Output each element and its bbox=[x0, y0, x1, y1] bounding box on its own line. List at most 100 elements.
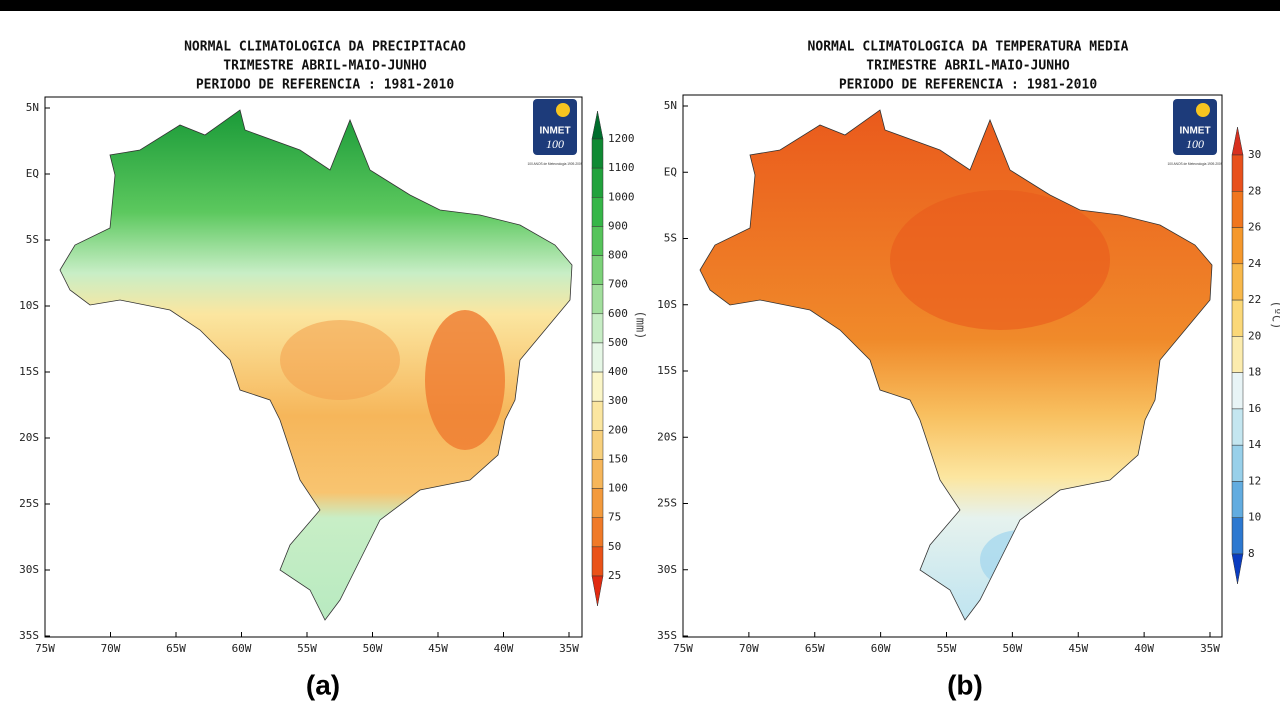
colorbar-arrow bbox=[1231, 553, 1244, 585]
top-bar bbox=[0, 0, 1280, 11]
lat-label: 25S bbox=[657, 497, 677, 510]
colorbar-label: 30 bbox=[1248, 148, 1261, 161]
lat-label: 5S bbox=[664, 232, 677, 245]
colorbar-label: 1200 bbox=[608, 132, 635, 145]
colorbar-unit: (mm) bbox=[634, 311, 648, 340]
colorbar-label: 900 bbox=[608, 219, 628, 232]
colorbar-segment bbox=[1231, 444, 1244, 482]
map-frame bbox=[682, 94, 1223, 638]
colorbar-segment bbox=[591, 226, 604, 256]
lat-label: 5N bbox=[664, 99, 677, 112]
lat-label: 25S bbox=[19, 497, 39, 510]
colorbar-segment bbox=[591, 167, 604, 198]
caption: (b) bbox=[947, 669, 983, 700]
lat-label: 20S bbox=[657, 430, 677, 443]
lon-label: 70W bbox=[739, 642, 759, 655]
colorbar-label: 700 bbox=[608, 278, 628, 291]
title-line: NORMAL CLIMATOLOGICA DA TEMPERATURA MEDI… bbox=[808, 40, 1129, 55]
lat-label: EQ bbox=[664, 165, 677, 178]
colorbar-segment bbox=[591, 400, 604, 431]
colorbar-arrow bbox=[1231, 126, 1244, 156]
colorbar-segment bbox=[591, 371, 604, 402]
lat-label: 10S bbox=[657, 298, 677, 311]
title-line: TRIMESTRE ABRIL-MAIO-JUNHO bbox=[223, 59, 427, 74]
lat-label: 15S bbox=[19, 365, 39, 378]
colorbar-label: 150 bbox=[608, 452, 628, 465]
logo-sun bbox=[556, 103, 570, 117]
colorbar-segment bbox=[1231, 191, 1244, 228]
logo-name: INMET bbox=[1179, 126, 1210, 137]
logo-text: 100 ANOS de Meteorologia 1909-2009 bbox=[528, 162, 583, 166]
lon-label: 45W bbox=[1068, 642, 1088, 655]
colorbar-label: 1100 bbox=[608, 161, 635, 174]
colorbar-label: 75 bbox=[608, 511, 621, 524]
lat-label: 5N bbox=[26, 101, 39, 114]
colorbar-segment bbox=[591, 138, 604, 169]
lat-label: 20S bbox=[19, 431, 39, 444]
colorbar-label: 300 bbox=[608, 394, 628, 407]
caption: (a) bbox=[306, 669, 340, 700]
colorbar-segment bbox=[1231, 517, 1244, 555]
colorbar-label: 1000 bbox=[608, 190, 635, 203]
colorbar-arrow bbox=[591, 110, 604, 140]
colorbar-label: 14 bbox=[1248, 438, 1262, 451]
colorbar-segment bbox=[1231, 227, 1244, 265]
colorbar-label: 18 bbox=[1248, 366, 1261, 379]
lat-label: 35S bbox=[657, 629, 677, 642]
colorbar-segment bbox=[1231, 263, 1244, 301]
title-line: TRIMESTRE ABRIL-MAIO-JUNHO bbox=[866, 59, 1070, 74]
lon-label: 40W bbox=[1134, 642, 1154, 655]
lon-label: 50W bbox=[1002, 642, 1022, 655]
colorbar-label: 10 bbox=[1248, 511, 1261, 524]
logo-number: 100 bbox=[1186, 137, 1204, 151]
lon-label: 75W bbox=[35, 642, 55, 655]
colorbar-label: 100 bbox=[608, 482, 628, 495]
lat-label: 35S bbox=[19, 629, 39, 642]
colorbar-segment bbox=[1231, 481, 1244, 518]
colorbar-segment bbox=[591, 342, 604, 373]
map-b bbox=[699, 109, 1213, 621]
logo-name: INMET bbox=[539, 126, 570, 137]
title-line: PERIODO DE REFERENCIA : 1981-2010 bbox=[839, 78, 1097, 93]
map-a bbox=[59, 109, 573, 621]
colorbar-segment bbox=[591, 197, 604, 227]
colorbar-label: 500 bbox=[608, 336, 628, 349]
colorbar-segment bbox=[1231, 336, 1244, 373]
colorbar-segment bbox=[1231, 299, 1244, 337]
lon-label: 70W bbox=[101, 642, 121, 655]
colorbar-segment bbox=[591, 459, 604, 489]
lon-label: 35W bbox=[559, 642, 579, 655]
colorbar-label: 28 bbox=[1248, 184, 1261, 197]
title-line: NORMAL CLIMATOLOGICA DA PRECIPITACAO bbox=[184, 40, 466, 55]
colorbar-arrow bbox=[591, 575, 604, 607]
colorbar-segment bbox=[591, 313, 604, 344]
colorbar-segment bbox=[1231, 372, 1244, 410]
colorbar-label: 20 bbox=[1248, 329, 1261, 342]
colorbar-label: 800 bbox=[608, 249, 628, 262]
lat-label: 5S bbox=[26, 233, 39, 246]
logo-sun bbox=[1196, 103, 1210, 117]
lon-label: 60W bbox=[232, 642, 252, 655]
colorbar-label: 600 bbox=[608, 307, 628, 320]
lon-label: 75W bbox=[673, 642, 693, 655]
colorbar-segment bbox=[591, 430, 604, 460]
colorbar-label: 8 bbox=[1248, 547, 1255, 560]
lon-label: 45W bbox=[428, 642, 448, 655]
colorbar-label: 50 bbox=[608, 540, 621, 553]
logo-text: 100 ANOS de Meteorologia 1909-2009 bbox=[1168, 162, 1223, 166]
lat-label: 10S bbox=[19, 299, 39, 312]
colorbar-segment bbox=[1231, 408, 1244, 446]
map-frame bbox=[44, 96, 583, 638]
lon-label: 65W bbox=[805, 642, 825, 655]
colorbar-label: 400 bbox=[608, 365, 628, 378]
colorbar-label: 24 bbox=[1248, 257, 1262, 270]
colorbar-label: 26 bbox=[1248, 221, 1261, 234]
colorbar-label: 200 bbox=[608, 423, 628, 436]
title-line: PERIODO DE REFERENCIA : 1981-2010 bbox=[196, 78, 454, 93]
logo-number: 100 bbox=[546, 137, 564, 151]
colorbar-segment bbox=[591, 284, 604, 315]
lat-label: 15S bbox=[657, 364, 677, 377]
lat-label: EQ bbox=[26, 167, 39, 180]
colorbar-unit: (ºC) bbox=[1270, 301, 1280, 330]
